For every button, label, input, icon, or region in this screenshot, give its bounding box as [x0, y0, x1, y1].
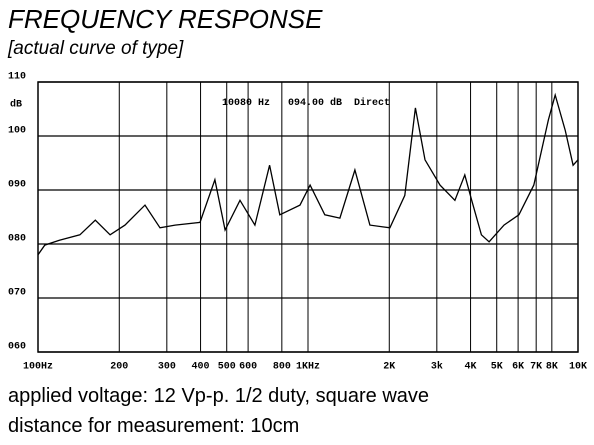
footer-line: distance for measurement: 10cm	[8, 415, 299, 437]
response-curve	[37, 92, 579, 256]
footer-line: applied voltage: 12 Vp-p. 1/2 duty, squa…	[8, 385, 429, 407]
y-tick-label: 090	[8, 180, 26, 191]
x-tick-label: 100Hz	[23, 362, 53, 373]
x-tick-label: 7K	[530, 362, 542, 373]
y-tick-label: 100	[8, 126, 26, 137]
x-tick-label: 800	[273, 362, 291, 373]
chart-title: FREQUENCY RESPONSE	[8, 4, 323, 34]
x-tick-label: 4K	[465, 362, 477, 373]
x-tick-label: 200	[110, 362, 128, 373]
x-tick-label: 500	[218, 362, 236, 373]
x-tick-label: 8K	[546, 362, 558, 373]
y-tick-label: 070	[8, 288, 26, 299]
x-tick-label: 400	[192, 362, 210, 373]
x-tick-label: 600	[239, 362, 257, 373]
x-tick-label: 300	[158, 362, 176, 373]
x-tick-label: 6K	[512, 362, 524, 373]
x-tick-label: 10K	[569, 362, 587, 373]
x-tick-label: 1KHz	[296, 362, 320, 373]
y-tick-label: 060	[8, 342, 26, 353]
y-tick-label: 080	[8, 234, 26, 245]
y-tick-label: 110	[8, 72, 26, 83]
y-axis-label: dB	[10, 99, 22, 111]
chart-subtitle: [actual curve of type]	[7, 38, 184, 59]
x-tick-label: 5K	[491, 362, 503, 373]
x-tick-label: 3k	[431, 361, 443, 373]
annotation: 10080 Hz 094.00 dB Direct	[222, 97, 390, 109]
x-tick-label: 2K	[383, 362, 395, 373]
